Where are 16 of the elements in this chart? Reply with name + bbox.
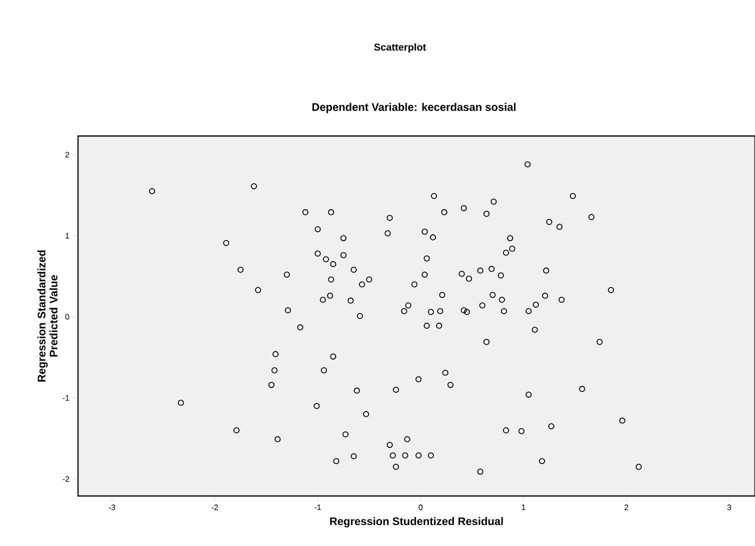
y-tick-label: -1	[62, 395, 70, 401]
x-tick-label: -3	[108, 504, 116, 510]
x-tick-label: 2	[624, 504, 628, 510]
chart-title: Scatterplot	[374, 43, 426, 53]
x-axis-title: Regression Studentized Residual	[330, 517, 503, 528]
y-tick-label: 1	[66, 232, 70, 238]
y-tick-label: 0	[65, 314, 70, 320]
x-tick-label: 1	[522, 504, 526, 510]
x-tick-label: -2	[212, 504, 218, 510]
y-tick-label: 2	[65, 152, 70, 158]
y-axis-title: Regression Standardized Predicted Value	[37, 250, 58, 382]
x-tick-label: 3	[727, 504, 732, 510]
y-tick-label: -2	[62, 476, 70, 482]
x-tick-label: 0	[418, 504, 423, 510]
chart-subtitle: Dependent Variable: kecerdasan sosial	[312, 102, 516, 114]
x-tick-label: -1	[314, 504, 321, 510]
